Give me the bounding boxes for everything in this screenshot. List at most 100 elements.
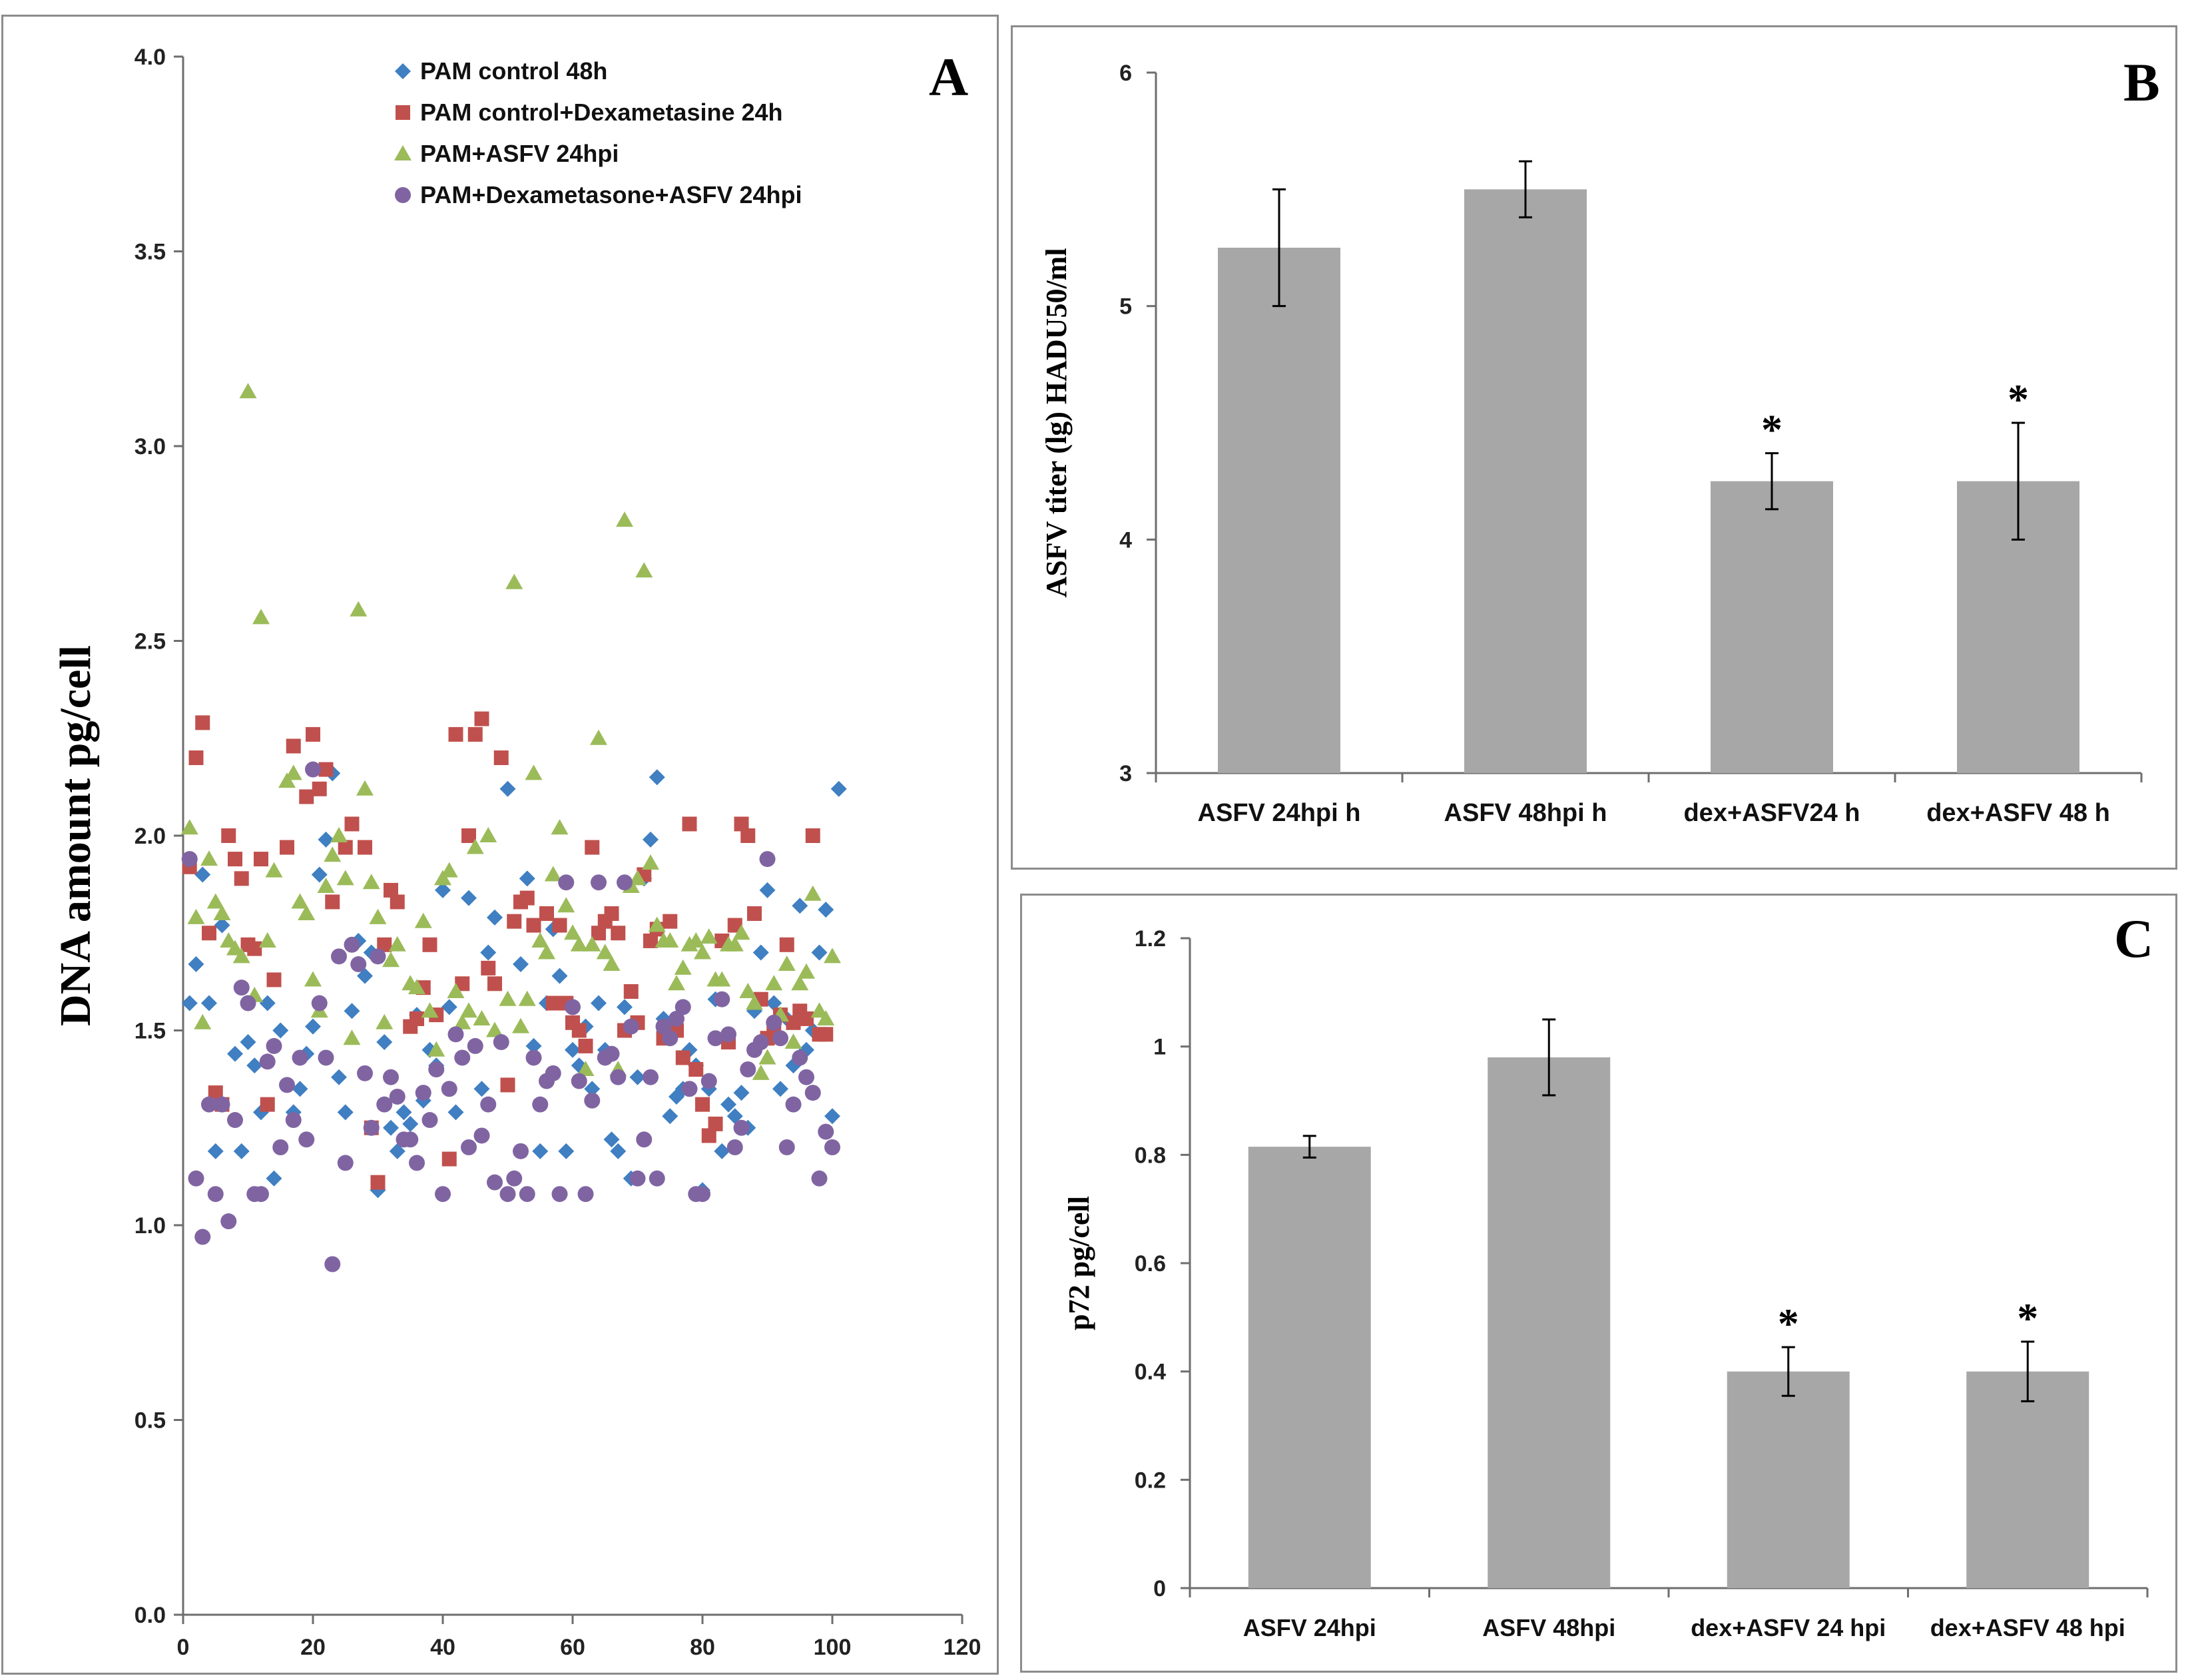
data-point [603, 956, 621, 972]
data-point [206, 893, 224, 909]
bar [1727, 1371, 1850, 1588]
data-point [187, 908, 205, 924]
data-point [233, 1143, 250, 1159]
data-point [181, 851, 198, 868]
data-point [545, 995, 561, 1011]
significance-marker: * [1778, 1300, 1799, 1347]
data-point [358, 840, 372, 855]
data-point [304, 971, 322, 987]
data-point [402, 1131, 419, 1148]
data-point [558, 1143, 575, 1159]
data-point [642, 854, 659, 870]
data-point [383, 1069, 399, 1085]
data-point [714, 991, 730, 1007]
data-point [727, 918, 742, 933]
category-label: ASFV 48hpi h [1444, 799, 1607, 827]
bar-chart-titer: 3 4 5 6 ASFV 24hpi h ASFV 48hpi h * dex+ASFV24 … [1040, 61, 2143, 827]
data-point [629, 1069, 646, 1085]
data-point [435, 882, 451, 898]
data-point [648, 916, 666, 932]
data-point [306, 726, 320, 742]
y-axis-label: DNA amount pg/cell [51, 645, 100, 1026]
data-point [752, 944, 769, 961]
data-point [791, 975, 809, 991]
data-point [357, 1065, 373, 1081]
data-point [643, 933, 658, 948]
data-point [246, 1057, 263, 1074]
data-point [810, 1002, 828, 1018]
category-label: ASFV 24hpi h [1198, 799, 1361, 827]
data-point [525, 1049, 542, 1066]
x-tick-label: 60 [560, 1635, 585, 1660]
data-point [414, 912, 432, 928]
data-point [603, 1045, 620, 1062]
data-point [739, 983, 757, 998]
data-point [784, 1033, 802, 1049]
data-point [681, 1081, 698, 1097]
data-point [239, 383, 257, 399]
y-tick-label: 0.2 [1135, 1468, 1166, 1493]
x-tick-label: 100 [814, 1635, 852, 1660]
data-point [578, 1038, 593, 1053]
data-point [265, 862, 283, 878]
category-label: dex+ASFV24 h [1683, 799, 1860, 827]
data-point [350, 601, 368, 617]
data-point [343, 1029, 361, 1045]
data-point [629, 870, 647, 886]
data-point [629, 1170, 646, 1187]
data-point [188, 1170, 204, 1187]
y-tick-label: 6 [1119, 61, 1132, 86]
data-point [675, 999, 691, 1015]
data-point [487, 1174, 503, 1191]
y-tick-label: 1.5 [135, 1019, 166, 1044]
data-point [674, 959, 692, 975]
data-point [441, 999, 457, 1015]
panel-c: 0 0.2 0.4 0.6 0.8 1 1.2 ASFV 24hpi ASFV 48hpi * de… [1020, 894, 2177, 1673]
data-point [402, 1115, 419, 1132]
data-point [220, 1213, 237, 1230]
data-point [772, 1030, 788, 1047]
data-point [441, 1081, 457, 1097]
y-tick-label: 4.0 [135, 45, 166, 70]
legend-entry: PAM+ASFV 24hpi [420, 140, 619, 167]
data-point [363, 1119, 380, 1136]
data-point [240, 995, 256, 1011]
data-point [228, 852, 242, 867]
data-point [818, 1123, 834, 1140]
data-point [759, 882, 776, 898]
data-point [180, 819, 198, 835]
data-point [221, 828, 236, 843]
data-point [410, 1011, 424, 1026]
data-point [201, 995, 217, 1011]
data-point [253, 1186, 269, 1203]
data-point [694, 944, 711, 960]
y-tick-label: 3.0 [135, 434, 166, 459]
y-tick-label: 1.2 [1135, 926, 1166, 952]
panel-c-letter: C [2114, 908, 2154, 969]
data-point [299, 789, 314, 804]
data-point [740, 1061, 756, 1077]
y-tick-label: 0.6 [1135, 1251, 1166, 1276]
data-point [758, 1049, 776, 1065]
data-point [415, 1085, 431, 1101]
data-point [466, 838, 484, 854]
data-point [669, 1010, 685, 1027]
bar-chart-p72: 0 0.2 0.4 0.6 0.8 1 1.2 ASFV 24hpi ASFV 48hpi * de… [1063, 926, 2149, 1641]
data-point [208, 1085, 223, 1101]
legend-marker [395, 187, 411, 203]
data-point [720, 1026, 736, 1043]
y-tick-label: 3.5 [135, 240, 166, 265]
data-point [616, 511, 633, 527]
y-tick-label: 3 [1119, 761, 1132, 786]
data-point [805, 828, 820, 843]
data-point [623, 1018, 639, 1035]
y-tick-label: 2.0 [135, 824, 166, 849]
data-point [481, 960, 496, 976]
x-tick-label: 20 [300, 1635, 326, 1660]
data-point [318, 831, 334, 848]
data-point [474, 711, 489, 726]
data-point [331, 948, 347, 965]
data-point [357, 968, 373, 984]
category-label: dex+ASFV 48 h [1926, 799, 2110, 827]
data-point [583, 936, 601, 952]
